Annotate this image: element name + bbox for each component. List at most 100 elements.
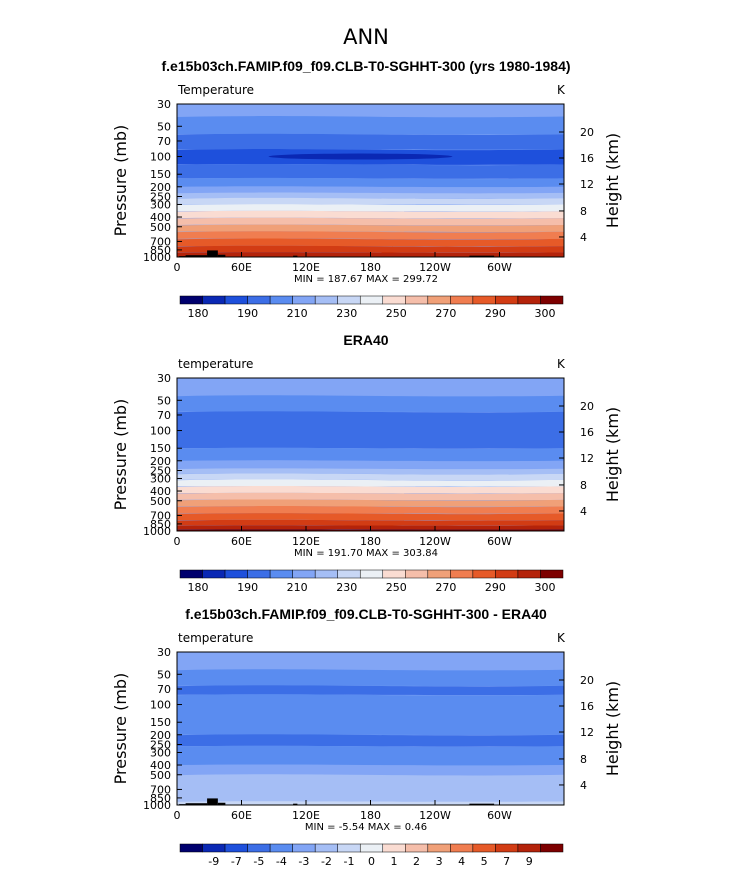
y-tick-label: 50: [157, 394, 171, 407]
colorbar-swatch: [472, 295, 496, 305]
colorbar-swatch: [427, 569, 451, 579]
colorbar-label: 270: [435, 307, 456, 320]
y-tick-label: 300: [150, 746, 171, 759]
y-tick-label: 200: [150, 729, 171, 742]
colorbar-swatch: [314, 843, 338, 853]
y-tick-label: 300: [150, 472, 171, 485]
colorbar-swatch: [495, 295, 519, 305]
colorbar-label: -2: [321, 855, 332, 868]
contour-band: [177, 103, 564, 117]
y2-tick-label: 20: [580, 400, 594, 413]
contour-band: [177, 238, 564, 247]
stats-label: MIN = 191.70 MAX = 303.84: [294, 548, 438, 559]
colorbar-label: -7: [231, 855, 242, 868]
colorbar-label: 5: [481, 855, 488, 868]
stats-label: MIN = -5.54 MAX = 0.46: [305, 822, 427, 833]
x-tick-label: 120E: [292, 809, 320, 822]
colorbar-label: 180: [188, 307, 209, 320]
y-tick-label: 400: [150, 759, 171, 772]
colorbar-label: 230: [336, 307, 357, 320]
colorbar-label: 190: [237, 307, 258, 320]
colorbar-swatch: [337, 843, 361, 853]
y-tick-label: 700: [150, 509, 171, 522]
x-tick-label: 60W: [487, 261, 512, 274]
y-tick-label: 150: [150, 168, 171, 181]
contour-band: [177, 411, 564, 449]
y-tick-label: 250: [150, 465, 171, 478]
x-tick-label: 0: [174, 535, 181, 548]
colorbar-swatch: [337, 569, 361, 579]
units-label: K: [557, 631, 566, 645]
contour-band: [177, 499, 564, 507]
colorbar-label: 300: [534, 581, 555, 594]
colorbar-swatch: [427, 295, 451, 305]
contour-band: [177, 177, 564, 188]
y2-tick-label: 16: [580, 152, 594, 165]
y-tick-label: 100: [150, 151, 171, 164]
y-tick-label: 300: [150, 198, 171, 211]
contour-band: [177, 447, 564, 462]
y2-tick-label: 4: [580, 779, 587, 792]
colorbar-swatch: [427, 843, 451, 853]
x-tick-label: 60E: [231, 809, 252, 822]
y-axis-label: Pressure (mb): [111, 673, 130, 785]
colorbar-swatch: [359, 295, 384, 305]
units-label: K: [557, 357, 566, 371]
colorbar-swatch: [472, 569, 496, 579]
y-tick-label: 70: [157, 683, 171, 696]
contour-band: [177, 685, 564, 696]
y-tick-label: 100: [150, 699, 171, 712]
x-tick-label: 120E: [292, 535, 320, 548]
y-tick-label: 150: [150, 716, 171, 729]
colorbar-swatch: [450, 295, 474, 305]
colorbar-swatch: [179, 295, 203, 305]
topography-mask: [217, 802, 226, 805]
colorbar: 180 190 210 230 250 270 290 300: [179, 569, 564, 594]
contour-band: [177, 163, 564, 179]
colorbar-swatch: [337, 295, 361, 305]
colorbar-label: 2: [413, 855, 420, 868]
y-tick-label: 1000: [143, 251, 171, 264]
contour-band: [177, 377, 564, 397]
contour-band: [177, 519, 564, 526]
contour-band: [177, 395, 564, 413]
contour-band: [177, 506, 564, 514]
topography-mask: [469, 255, 495, 257]
contour-band: [177, 473, 564, 481]
colorbar-swatch: [450, 843, 474, 853]
contour-band: [177, 745, 564, 766]
colorbar-label: 270: [435, 581, 456, 594]
colorbar-swatch: [517, 295, 541, 305]
y-tick-label: 100: [150, 425, 171, 438]
colorbar-swatch: [224, 295, 248, 305]
colorbar-swatch: [202, 295, 226, 305]
chart-panel-3: f.e15b03ch.FAMIP.f09_f09.CLB-T0-SGHHT-30…: [111, 606, 622, 868]
colorbar-swatch: [382, 295, 406, 305]
contour-band: [177, 492, 564, 501]
x-tick-label: 180: [360, 535, 381, 548]
colorbar-swatch: [247, 569, 271, 579]
x-tick-label: 60W: [487, 809, 512, 822]
topography-mask: [469, 803, 495, 805]
contour-band: [177, 217, 564, 226]
colorbar-swatch: [292, 295, 316, 305]
y-tick-label: 30: [157, 646, 171, 659]
colorbar-swatch: [269, 569, 293, 579]
colorbar-swatch: [224, 569, 248, 579]
topography-mask: [293, 255, 298, 257]
colorbar-swatch: [359, 569, 384, 579]
colorbar-swatch: [382, 569, 406, 579]
y-axis-label: Pressure (mb): [111, 125, 130, 237]
colorbar-swatch: [269, 295, 293, 305]
topography-mask: [185, 255, 208, 257]
topography-mask: [207, 250, 218, 257]
contour-band: [177, 204, 564, 212]
colorbar-label: 0: [368, 855, 375, 868]
contour-band: [177, 669, 564, 687]
colorbar-label: 230: [336, 581, 357, 594]
chart-title: f.e15b03ch.FAMIP.f09_f09.CLB-T0-SGHHT-30…: [185, 606, 547, 622]
contour-band: [177, 734, 564, 747]
contour-band: [177, 133, 564, 150]
contour-band: [177, 116, 564, 135]
